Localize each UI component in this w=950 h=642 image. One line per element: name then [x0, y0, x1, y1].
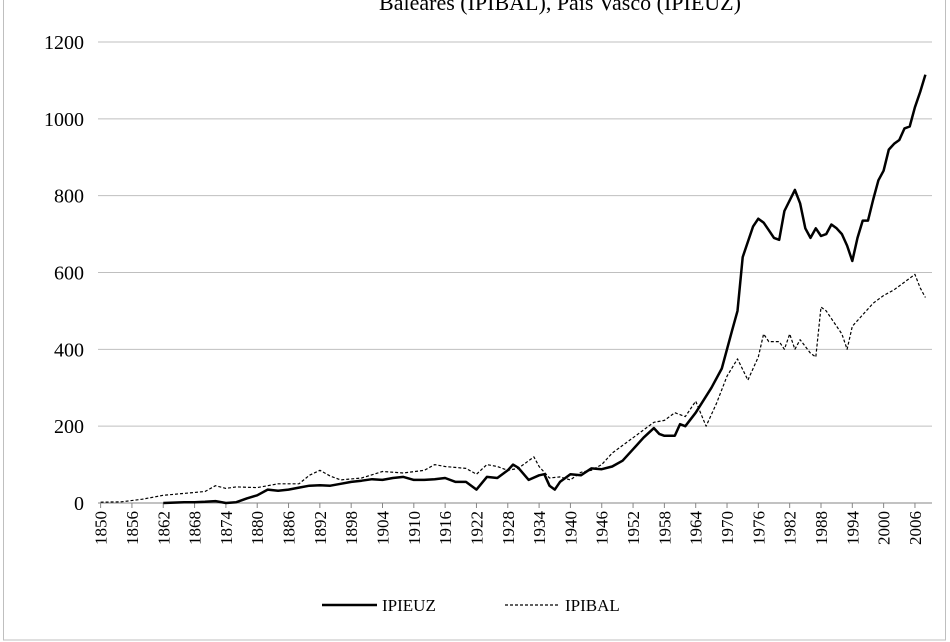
x-tick-label: 1874 [217, 511, 236, 546]
x-tick-label: 1868 [186, 511, 205, 545]
x-tick-label: 2000 [875, 511, 894, 545]
x-tick-label: 1946 [593, 511, 612, 545]
chart-title: Baleares (IPIBAL), País Vasco (IPIEUZ) [379, 0, 741, 15]
x-tick-label: 1886 [280, 511, 299, 545]
x-tick-label: 1994 [843, 511, 862, 546]
x-tick-label: 1910 [405, 511, 424, 545]
y-tick-label: 200 [54, 416, 84, 438]
y-tick-label: 400 [54, 339, 84, 361]
x-tick-label: 1970 [718, 511, 737, 545]
x-tick-label: 1982 [781, 511, 800, 545]
x-tick-label: 1850 [92, 511, 111, 545]
x-tick-label: 1940 [561, 511, 580, 545]
x-tick-label: 1976 [749, 511, 768, 545]
x-tick-label: 1922 [467, 511, 486, 545]
x-tick-label: 1898 [342, 511, 361, 545]
x-tick-label: 1964 [687, 511, 706, 546]
x-tick-label: 1934 [530, 511, 549, 546]
x-tick-label: 1904 [373, 511, 392, 546]
y-tick-label: 1000 [44, 109, 84, 131]
x-tick-label: 1892 [311, 511, 330, 545]
y-tick-label: 1200 [44, 32, 84, 54]
x-tick-label: 1988 [812, 511, 831, 545]
x-tick-label: 1958 [655, 511, 674, 545]
series-line [163, 74, 927, 505]
x-tick-label: 1952 [624, 511, 643, 545]
series-line [100, 273, 926, 503]
x-tick-label: 1862 [154, 511, 173, 545]
legend-label: IPIEUZ [382, 596, 436, 615]
y-tick-label: 800 [54, 186, 84, 208]
x-tick-label: 1856 [123, 511, 142, 545]
x-tick-label: 1928 [499, 511, 518, 545]
legend-label: IPIBAL [565, 596, 620, 615]
y-tick-label: 0 [74, 493, 84, 515]
x-tick-label: 1916 [436, 511, 455, 545]
chart-frame [3, 0, 946, 641]
x-tick-label: 1880 [248, 511, 267, 545]
y-tick-label: 600 [54, 263, 84, 285]
x-tick-label: 2006 [906, 511, 925, 545]
